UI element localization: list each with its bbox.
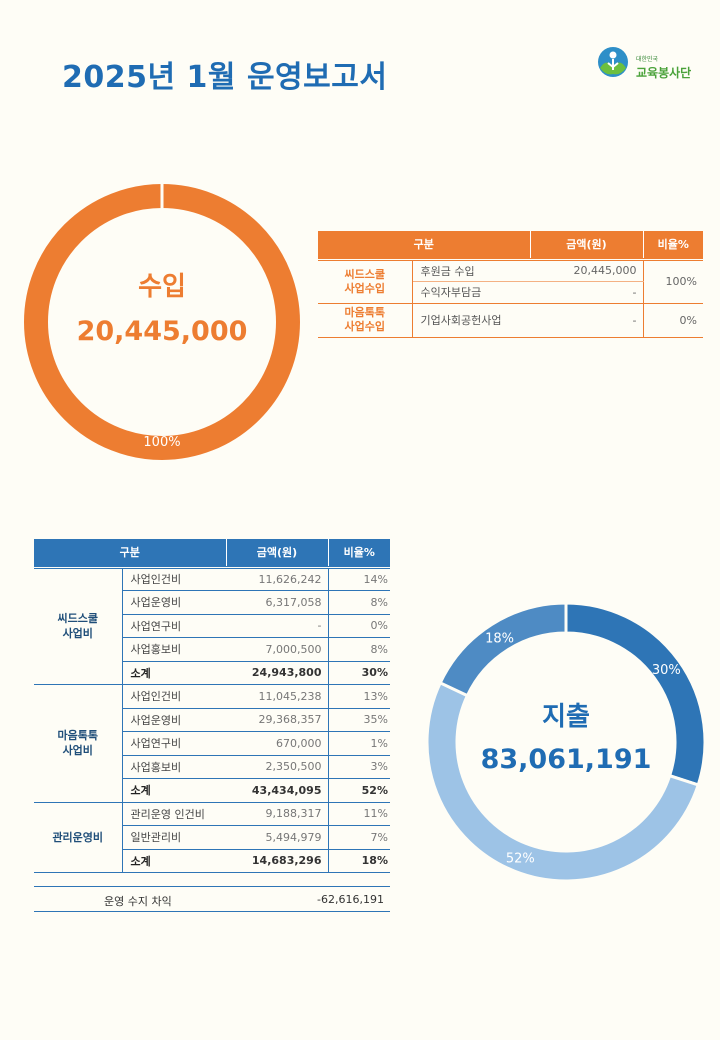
expense-ratio: 8% [328, 590, 390, 615]
expense-subtotal-label: 소계 [122, 849, 226, 873]
expense-donut-svg: 30% 52% 18% [426, 602, 706, 882]
expense-slice-label: 52% [506, 851, 535, 866]
expense-donut: 30% 52% 18% 지출 83,061,191 [426, 602, 706, 882]
income-category: 씨드스쿨 사업수입 [318, 257, 413, 304]
expense-ratio: 8% [328, 637, 390, 662]
income-item: 기업사회공헌사업 [412, 303, 530, 338]
expense-ratio: 1% [328, 731, 390, 756]
logo: 대한민국 교육봉사단 [594, 44, 694, 84]
expense-item: 사업인건비 [122, 684, 226, 709]
income-category: 마음톡톡 사업수입 [318, 303, 413, 338]
expense-item: 사업운영비 [122, 590, 226, 615]
expense-amount: 670,000 [226, 731, 329, 756]
expense-item: 사업홍보비 [122, 755, 226, 779]
income-header-amount: 금액(원) [530, 231, 644, 259]
logo-icon [598, 47, 628, 77]
net-balance-row: 운영 수지 차익 -62,616,191 [34, 886, 390, 912]
income-item: 수익자부담금 [412, 281, 530, 304]
expense-subtotal-amount: 14,683,296 [226, 849, 329, 873]
expense-amount: 5,494,979 [226, 825, 329, 850]
income-ratio: 0% [643, 303, 703, 338]
expense-subtotal-label: 소계 [122, 661, 226, 685]
expense-header-amount: 금액(원) [226, 539, 329, 567]
income-label: 수입 [138, 272, 186, 302]
expense-ratio: 11% [328, 802, 390, 826]
expense-ratio: 3% [328, 755, 390, 779]
expense-item: 사업홍보비 [122, 637, 226, 662]
expense-category: 마음톡톡 사업비 [34, 684, 123, 803]
expense-amount: 29,368,357 [226, 708, 329, 732]
expense-slice [438, 602, 568, 698]
expense-amount: 9,188,317 [226, 802, 329, 826]
expense-item: 사업연구비 [122, 731, 226, 756]
expense-subtotal-amount: 43,434,095 [226, 778, 329, 803]
expense-subtotal-label: 소계 [122, 778, 226, 803]
income-header-ratio: 비율% [643, 231, 703, 259]
expense-slice [426, 680, 701, 882]
net-balance-value: -62,616,191 [317, 893, 384, 906]
income-amount: - [530, 303, 644, 338]
logo-name: 교육봉사단 [636, 66, 692, 80]
expense-amount: 11,626,242 [226, 565, 329, 591]
expense-ratio: 35% [328, 708, 390, 732]
expense-item: 사업운영비 [122, 708, 226, 732]
income-amount: 20,445,000 [530, 257, 644, 282]
expense-amount: 7,000,500 [226, 637, 329, 662]
expense-table: 구분 금액(원) 비율% 씨드스쿨 사업비 사업인건비 11,626,242 14… [34, 539, 390, 873]
expense-item: 사업연구비 [122, 614, 226, 638]
expense-category: 관리운영비 [34, 802, 123, 873]
income-header-category: 구분 [318, 231, 531, 259]
income-total: 20,445,000 [76, 316, 248, 347]
expense-item: 일반관리비 [122, 825, 226, 850]
expense-subtotal-ratio: 52% [328, 778, 390, 803]
expense-amount: 11,045,238 [226, 684, 329, 709]
expense-label: 지출 [542, 702, 590, 732]
expense-total: 83,061,191 [480, 744, 652, 775]
income-donut: 100% 수입 20,445,000 [22, 182, 302, 462]
expense-category: 씨드스쿨 사업비 [34, 565, 123, 685]
expense-ratio: 13% [328, 684, 390, 709]
income-slice-label: 100% [143, 435, 180, 450]
expense-subtotal-amount: 24,943,800 [226, 661, 329, 685]
net-balance-label: 운영 수지 차익 [104, 895, 172, 908]
expense-slice-label: 30% [652, 663, 681, 678]
expense-amount: 2,350,500 [226, 755, 329, 779]
expense-ratio: 14% [328, 565, 390, 591]
expense-header-category: 구분 [34, 539, 227, 567]
expense-subtotal-ratio: 30% [328, 661, 390, 685]
income-table: 구분 금액(원) 비율% 씨드스쿨 사업수입 후원금 수입 20,445,000 … [318, 231, 703, 338]
logo-sub: 대한민국 [636, 56, 659, 63]
expense-subtotal-ratio: 18% [328, 849, 390, 873]
income-item: 후원금 수입 [412, 257, 530, 282]
expense-ratio: 7% [328, 825, 390, 850]
expense-item: 사업인건비 [122, 565, 226, 591]
income-ratio: 100% [643, 257, 703, 304]
expense-header-ratio: 비율% [328, 539, 390, 567]
expense-item: 관리운영 인건비 [122, 802, 226, 826]
expense-slice-label: 18% [485, 631, 514, 646]
page-title: 2025년 1월 운영보고서 [62, 60, 388, 95]
expense-ratio: 0% [328, 614, 390, 638]
expense-amount: - [226, 614, 329, 638]
income-amount: - [530, 281, 644, 304]
expense-amount: 6,317,058 [226, 590, 329, 615]
